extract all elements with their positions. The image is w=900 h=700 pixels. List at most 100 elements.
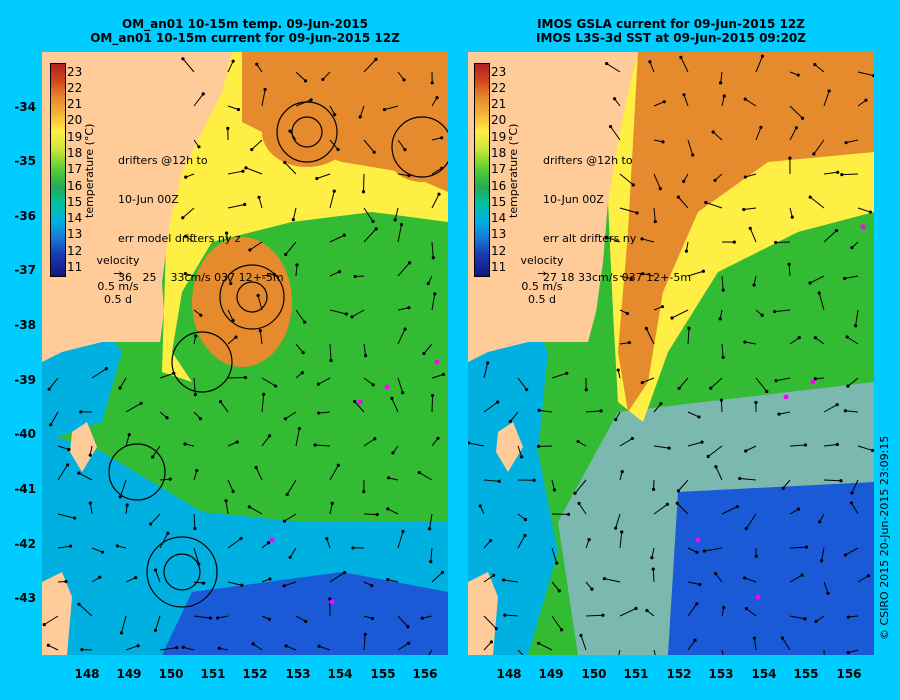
vector-head [803, 443, 808, 447]
velocity-vector [676, 502, 689, 515]
velocity-vector [721, 343, 724, 358]
velocity-vector [710, 377, 723, 389]
velocity-vector [363, 438, 376, 447]
vector-head [336, 463, 340, 467]
vector-head [697, 415, 701, 419]
vector-head [303, 79, 308, 83]
cb-tick: 11 [491, 260, 507, 274]
lon-label: 155 [370, 667, 396, 681]
cb-tick: 20 [67, 113, 83, 127]
vector-head [489, 538, 493, 543]
info-line: err alt drifters ny [543, 232, 637, 245]
velocity-vector [585, 614, 603, 617]
velocity-vector [89, 503, 93, 515]
vector-head [537, 408, 541, 413]
vector-head [328, 597, 332, 601]
velocity-vector [431, 167, 443, 175]
vector-head [478, 504, 482, 508]
velocity-vector [227, 376, 246, 379]
vector-head [248, 248, 252, 252]
vector-head [698, 582, 702, 587]
vector-head [468, 441, 471, 445]
velocity-vector [483, 615, 497, 629]
vector-head [754, 554, 758, 558]
velocity-vector [329, 503, 333, 515]
vector-head [787, 262, 791, 266]
velocity-vector [687, 411, 700, 418]
velocity-vector [125, 402, 142, 413]
velocity-vector [855, 309, 859, 326]
vector-head [850, 246, 854, 250]
velocity-vector [651, 547, 655, 558]
vector-head [283, 417, 287, 421]
vector-head [257, 195, 261, 199]
vector-head [181, 216, 185, 220]
vector-head [648, 60, 652, 64]
velocity-vector [397, 139, 406, 150]
velocity-vector [428, 649, 433, 655]
vector-head [765, 389, 769, 394]
vector-head [284, 644, 288, 648]
vector-head [195, 468, 199, 473]
velocity-vector [619, 607, 637, 617]
vector-head [374, 57, 378, 61]
vector-head [136, 644, 140, 648]
velocity-scale: 0.5 m/s [521, 280, 563, 293]
vector-head [797, 336, 801, 340]
vector-head [284, 252, 288, 257]
velocity-label: velocity [96, 254, 140, 267]
vector-head [407, 306, 411, 310]
velocity-vector [318, 411, 331, 414]
vector-head [244, 166, 248, 170]
land-mainland [42, 52, 232, 362]
vector-head [251, 642, 255, 646]
vector-head [525, 387, 529, 392]
velocity-vector [653, 101, 665, 107]
vector-head [864, 98, 868, 102]
vector-head [627, 340, 631, 345]
vector-head [217, 646, 221, 650]
vector-head [704, 200, 708, 205]
velocity-vector [510, 411, 519, 422]
vector-head [329, 358, 333, 363]
vector-head [608, 124, 613, 129]
velocity-vector [653, 403, 662, 413]
velocity-vector [749, 228, 757, 243]
vector-head [599, 409, 603, 413]
vector-head [370, 616, 375, 621]
vector-head [790, 215, 794, 219]
velocity-vector [653, 503, 668, 515]
velocity-vector [193, 513, 196, 529]
velocity-vector [755, 377, 768, 392]
velocity-vector [388, 477, 399, 481]
vector-head [342, 233, 346, 237]
velocity-vector [363, 59, 377, 73]
vector-head [614, 417, 618, 422]
velocity-vector [431, 137, 442, 141]
vector-head [181, 645, 185, 649]
velocity-vector [351, 309, 365, 318]
velocity-vector [387, 508, 399, 515]
vector-head [401, 529, 405, 534]
vector-head [667, 446, 671, 450]
cb-tick: 14 [491, 211, 507, 225]
velocity-vector [739, 477, 757, 481]
vector-head [139, 401, 143, 405]
velocity-vector [159, 372, 174, 379]
velocity-vector [687, 547, 698, 553]
vector-head [840, 172, 844, 177]
vector-head [371, 219, 375, 224]
velocity-vector [678, 196, 689, 209]
velocity-vector [585, 410, 602, 413]
vector-head [614, 526, 618, 530]
vector-head [231, 489, 235, 493]
vector-head [374, 227, 378, 231]
vector-head [682, 179, 686, 184]
velocity-vector [316, 173, 331, 179]
velocity-vector [318, 377, 331, 385]
vector-head [659, 402, 663, 406]
vector-head [100, 550, 105, 554]
vector-head [254, 465, 258, 470]
velocity-vector [845, 547, 859, 556]
vector-head [236, 107, 241, 112]
